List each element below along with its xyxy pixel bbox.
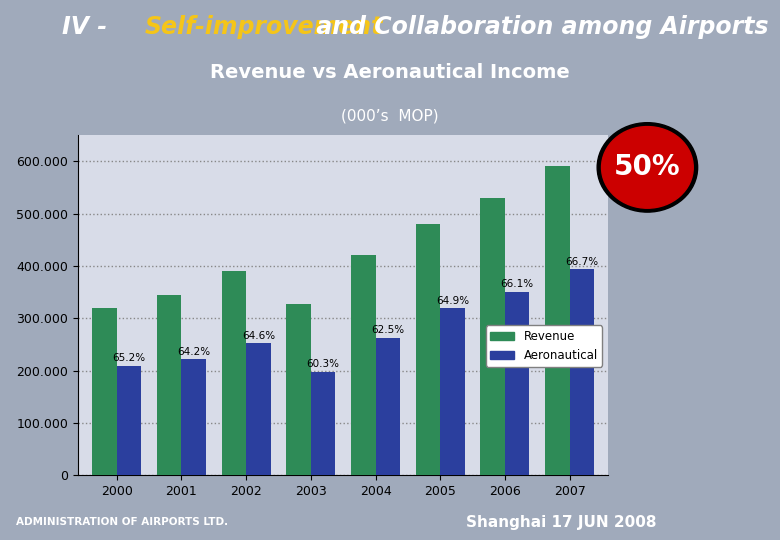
Bar bbox=[440, 308, 465, 475]
Bar bbox=[286, 303, 311, 475]
Bar bbox=[246, 343, 271, 475]
Circle shape bbox=[601, 126, 693, 208]
Text: 64.2%: 64.2% bbox=[177, 347, 211, 356]
Bar bbox=[117, 366, 141, 475]
Text: Self-improvement: Self-improvement bbox=[144, 15, 383, 39]
Text: 60.3%: 60.3% bbox=[307, 359, 339, 369]
Text: 66.1%: 66.1% bbox=[501, 279, 534, 289]
Bar bbox=[505, 292, 530, 475]
Text: 62.5%: 62.5% bbox=[371, 325, 404, 335]
Text: (000’s  MOP): (000’s MOP) bbox=[341, 109, 439, 124]
Bar bbox=[92, 308, 117, 475]
Bar bbox=[311, 372, 335, 475]
Bar bbox=[351, 255, 375, 475]
Bar bbox=[480, 198, 505, 475]
Bar bbox=[157, 295, 182, 475]
Circle shape bbox=[597, 123, 697, 212]
Text: 66.7%: 66.7% bbox=[566, 257, 598, 267]
Bar bbox=[182, 359, 206, 475]
Bar bbox=[222, 271, 246, 475]
Bar bbox=[569, 269, 594, 475]
Bar bbox=[375, 338, 400, 475]
Bar bbox=[545, 166, 569, 475]
Bar bbox=[416, 224, 440, 475]
Legend: Revenue, Aeronautical: Revenue, Aeronautical bbox=[486, 325, 602, 367]
Text: Shanghai 17 JUN 2008: Shanghai 17 JUN 2008 bbox=[466, 515, 657, 530]
Text: 64.6%: 64.6% bbox=[242, 330, 275, 341]
Text: 50%: 50% bbox=[614, 153, 681, 181]
Text: and Collaboration among Airports: and Collaboration among Airports bbox=[308, 15, 769, 39]
Text: ADMINISTRATION OF AIRPORTS LTD.: ADMINISTRATION OF AIRPORTS LTD. bbox=[16, 517, 228, 528]
Text: Revenue vs Aeronautical Income: Revenue vs Aeronautical Income bbox=[210, 63, 570, 83]
Text: IV -: IV - bbox=[62, 15, 115, 39]
Text: 65.2%: 65.2% bbox=[112, 353, 146, 363]
Text: 64.9%: 64.9% bbox=[436, 295, 469, 306]
